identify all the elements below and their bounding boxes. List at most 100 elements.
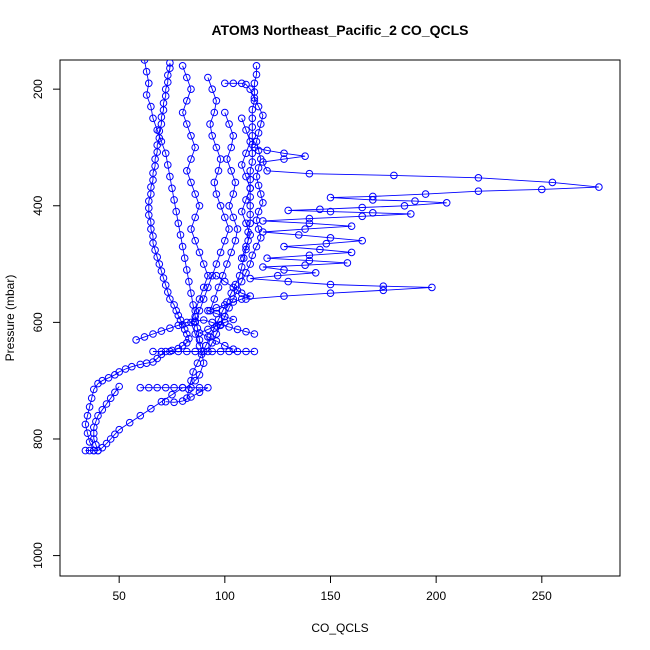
data-point [280,155,288,163]
data-point [212,190,221,198]
data-point [140,333,149,341]
series-line [84,62,190,451]
data-point [170,301,178,309]
data-point [316,245,324,254]
data-point [223,260,231,268]
data-point [153,383,161,392]
data-point [185,277,193,286]
data-point [191,317,199,326]
series-line [194,77,230,323]
data-point [250,94,259,102]
x-tick-label: 50 [112,589,126,603]
data-point [204,333,212,341]
data-series [81,383,187,455]
data-point [183,318,191,327]
data-point [242,196,250,204]
data-point [216,320,225,329]
data-point [98,376,107,385]
series-line [245,147,599,300]
data-point [326,193,335,202]
data-point [246,167,254,175]
data-point [242,219,250,228]
data-point [195,306,204,315]
y-tick-label: 200 [31,79,45,99]
series-line [209,112,238,311]
data-point [128,362,136,371]
data-series [149,347,259,356]
data-point [157,267,166,275]
data-point [199,260,208,268]
data-point [183,347,191,356]
data-point [145,79,153,88]
data-point [214,283,223,292]
data-series [206,108,242,315]
data-series [136,383,212,407]
data-point [242,149,250,158]
data-point [191,236,199,245]
data-point [212,304,221,312]
data-point [195,248,204,257]
data-point [259,228,267,236]
data-point [208,339,216,347]
y-axis-label: Pressure (mbar) [3,275,17,362]
data-point [199,359,208,368]
data-point [221,341,229,350]
data-point [225,120,233,128]
data-point [140,60,149,64]
data-point [259,158,267,166]
data-point [178,397,187,405]
data-point [149,347,157,356]
data-point [166,172,174,181]
data-point [242,80,250,89]
data-point [195,383,204,392]
data-point [210,178,219,187]
data-point [242,172,250,181]
data-point [259,263,267,271]
data-point [263,146,271,155]
data-point [407,210,415,218]
data-point [231,236,240,245]
data-point [428,283,436,292]
data-point [221,79,229,88]
data-point [242,269,250,277]
data-point [225,347,233,356]
data-point [390,171,398,180]
data-series [242,143,603,303]
data-point [170,383,178,392]
data-point [254,164,263,172]
data-point [225,202,233,210]
data-point [221,108,229,117]
data-point [326,234,335,242]
data-point [164,288,172,296]
y-tick-label: 400 [31,195,45,215]
data-point [191,347,199,356]
data-point [142,67,151,76]
data-point [246,292,254,300]
data-point [305,251,314,260]
data-point [191,190,199,198]
x-axis-label: CO_QCLS [311,621,368,635]
data-point [147,102,155,111]
data-series [195,271,254,354]
data-point [259,217,267,225]
data-point [237,289,246,298]
data-point [151,155,159,163]
data-point [159,274,168,282]
y-tick-label: 800 [31,429,45,449]
data-point [204,283,212,292]
data-point [252,242,261,251]
data-point [246,137,254,146]
data-point [212,271,221,280]
data-point [166,347,174,356]
x-tick-label: 250 [532,589,552,603]
data-point [229,190,238,198]
data-point [237,263,246,271]
data-point [104,374,113,382]
data-point [153,253,161,261]
data-point [87,394,96,403]
data-point [115,368,123,376]
data-point [183,266,191,274]
data-point [229,213,238,222]
data-point [102,439,111,448]
data-point [248,158,257,166]
